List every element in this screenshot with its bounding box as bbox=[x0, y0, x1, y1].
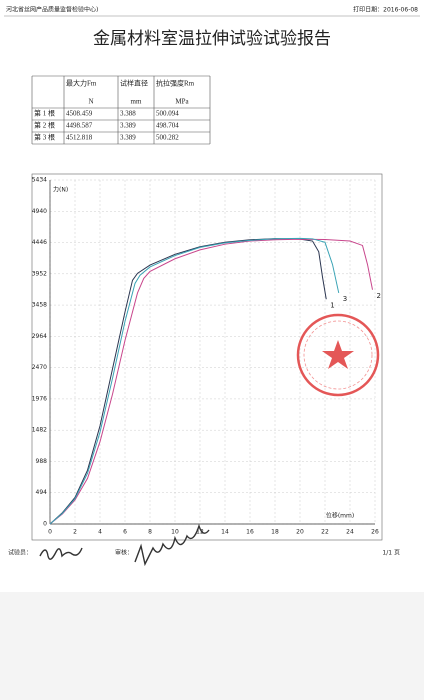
y-tick-label: 2470 bbox=[32, 364, 47, 371]
row-header: 第 1 根 bbox=[34, 109, 55, 118]
tester-label: 试验员： bbox=[8, 549, 32, 557]
background bbox=[0, 592, 424, 700]
column-header: 抗拉强度Rm bbox=[156, 79, 195, 88]
curve-label: 3 bbox=[343, 295, 347, 303]
table-cell: 4512.818 bbox=[66, 134, 93, 142]
x-tick-label: 22 bbox=[321, 529, 329, 536]
y-tick-label: 3458 bbox=[32, 302, 47, 309]
column-unit: MPa bbox=[175, 98, 189, 106]
x-tick-label: 16 bbox=[246, 529, 254, 536]
print-date: 打印日期：2016-06-08 bbox=[353, 6, 418, 14]
table: 最大力Fm 试样直径 抗拉强度Rm N mm MPa 第 1 根 4508.459 3.388 5… bbox=[31, 75, 211, 145]
table-cell: 3.388 bbox=[120, 110, 136, 118]
paper bbox=[0, 0, 424, 592]
row-header: 第 2 根 bbox=[34, 121, 55, 130]
org: 河北省丝网产品质量监督检验中心) bbox=[6, 6, 98, 14]
curve bbox=[49, 238, 327, 525]
page-number: 1/1 页 bbox=[382, 550, 400, 557]
y-tick-label: 1976 bbox=[32, 395, 47, 402]
x-tick-label: 2 bbox=[73, 529, 77, 536]
table-cell: 498.704 bbox=[156, 122, 179, 130]
y-tick-label: 1482 bbox=[32, 427, 47, 434]
curve bbox=[49, 237, 340, 525]
chart-frame bbox=[31, 173, 383, 541]
curve bbox=[49, 238, 373, 525]
y-axis-label: 力(N) bbox=[53, 186, 68, 194]
y-tick-label: 4446 bbox=[32, 239, 47, 246]
seal bbox=[296, 313, 380, 397]
x-tick-label: 0 bbox=[48, 529, 52, 536]
x-tick-label: 4 bbox=[98, 529, 102, 536]
x-tick-label: 8 bbox=[148, 529, 152, 536]
signature bbox=[39, 547, 83, 560]
x-axis-label: 位移(mm) bbox=[326, 512, 354, 520]
y-tick-label: 0 bbox=[43, 521, 47, 528]
table-cell: 500.282 bbox=[156, 134, 179, 142]
curve-label: 1 bbox=[330, 301, 334, 309]
chart: 0494988148219762470296434583952444649405… bbox=[32, 177, 381, 536]
x-tick-label: 12 bbox=[196, 529, 204, 536]
table-cell: 3.389 bbox=[120, 122, 136, 130]
table-cell: 3.389 bbox=[120, 134, 136, 142]
x-tick-label: 20 bbox=[296, 529, 304, 536]
x-tick-label: 14 bbox=[221, 529, 229, 536]
signature bbox=[134, 523, 210, 567]
x-tick-label: 18 bbox=[271, 529, 279, 536]
y-tick-label: 2964 bbox=[32, 333, 47, 340]
column-header: 试样直径 bbox=[120, 79, 148, 88]
y-tick-label: 5434 bbox=[32, 177, 47, 184]
x-tick-label: 6 bbox=[123, 529, 127, 536]
x-tick-label: 24 bbox=[346, 529, 354, 536]
y-tick-label: 4940 bbox=[32, 208, 47, 215]
table-cell: 4498.587 bbox=[66, 122, 93, 130]
column-unit: mm bbox=[131, 98, 142, 106]
y-tick-label: 3952 bbox=[32, 270, 47, 277]
column-unit: N bbox=[88, 98, 93, 106]
y-tick-label: 988 bbox=[36, 458, 48, 465]
reviewer-label: 审核： bbox=[115, 549, 133, 557]
table-cell: 500.094 bbox=[156, 110, 179, 118]
y-tick-label: 494 bbox=[36, 489, 48, 496]
x-tick-label: 10 bbox=[171, 529, 179, 536]
curve-label: 2 bbox=[377, 292, 381, 300]
column-header: 最大力Fm bbox=[66, 79, 97, 88]
row-header: 第 3 根 bbox=[34, 133, 55, 142]
table-cell: 4508.459 bbox=[66, 110, 93, 118]
title: 金属材料室温拉伸试验试验报告 bbox=[93, 29, 331, 48]
x-tick-label: 26 bbox=[371, 529, 379, 536]
